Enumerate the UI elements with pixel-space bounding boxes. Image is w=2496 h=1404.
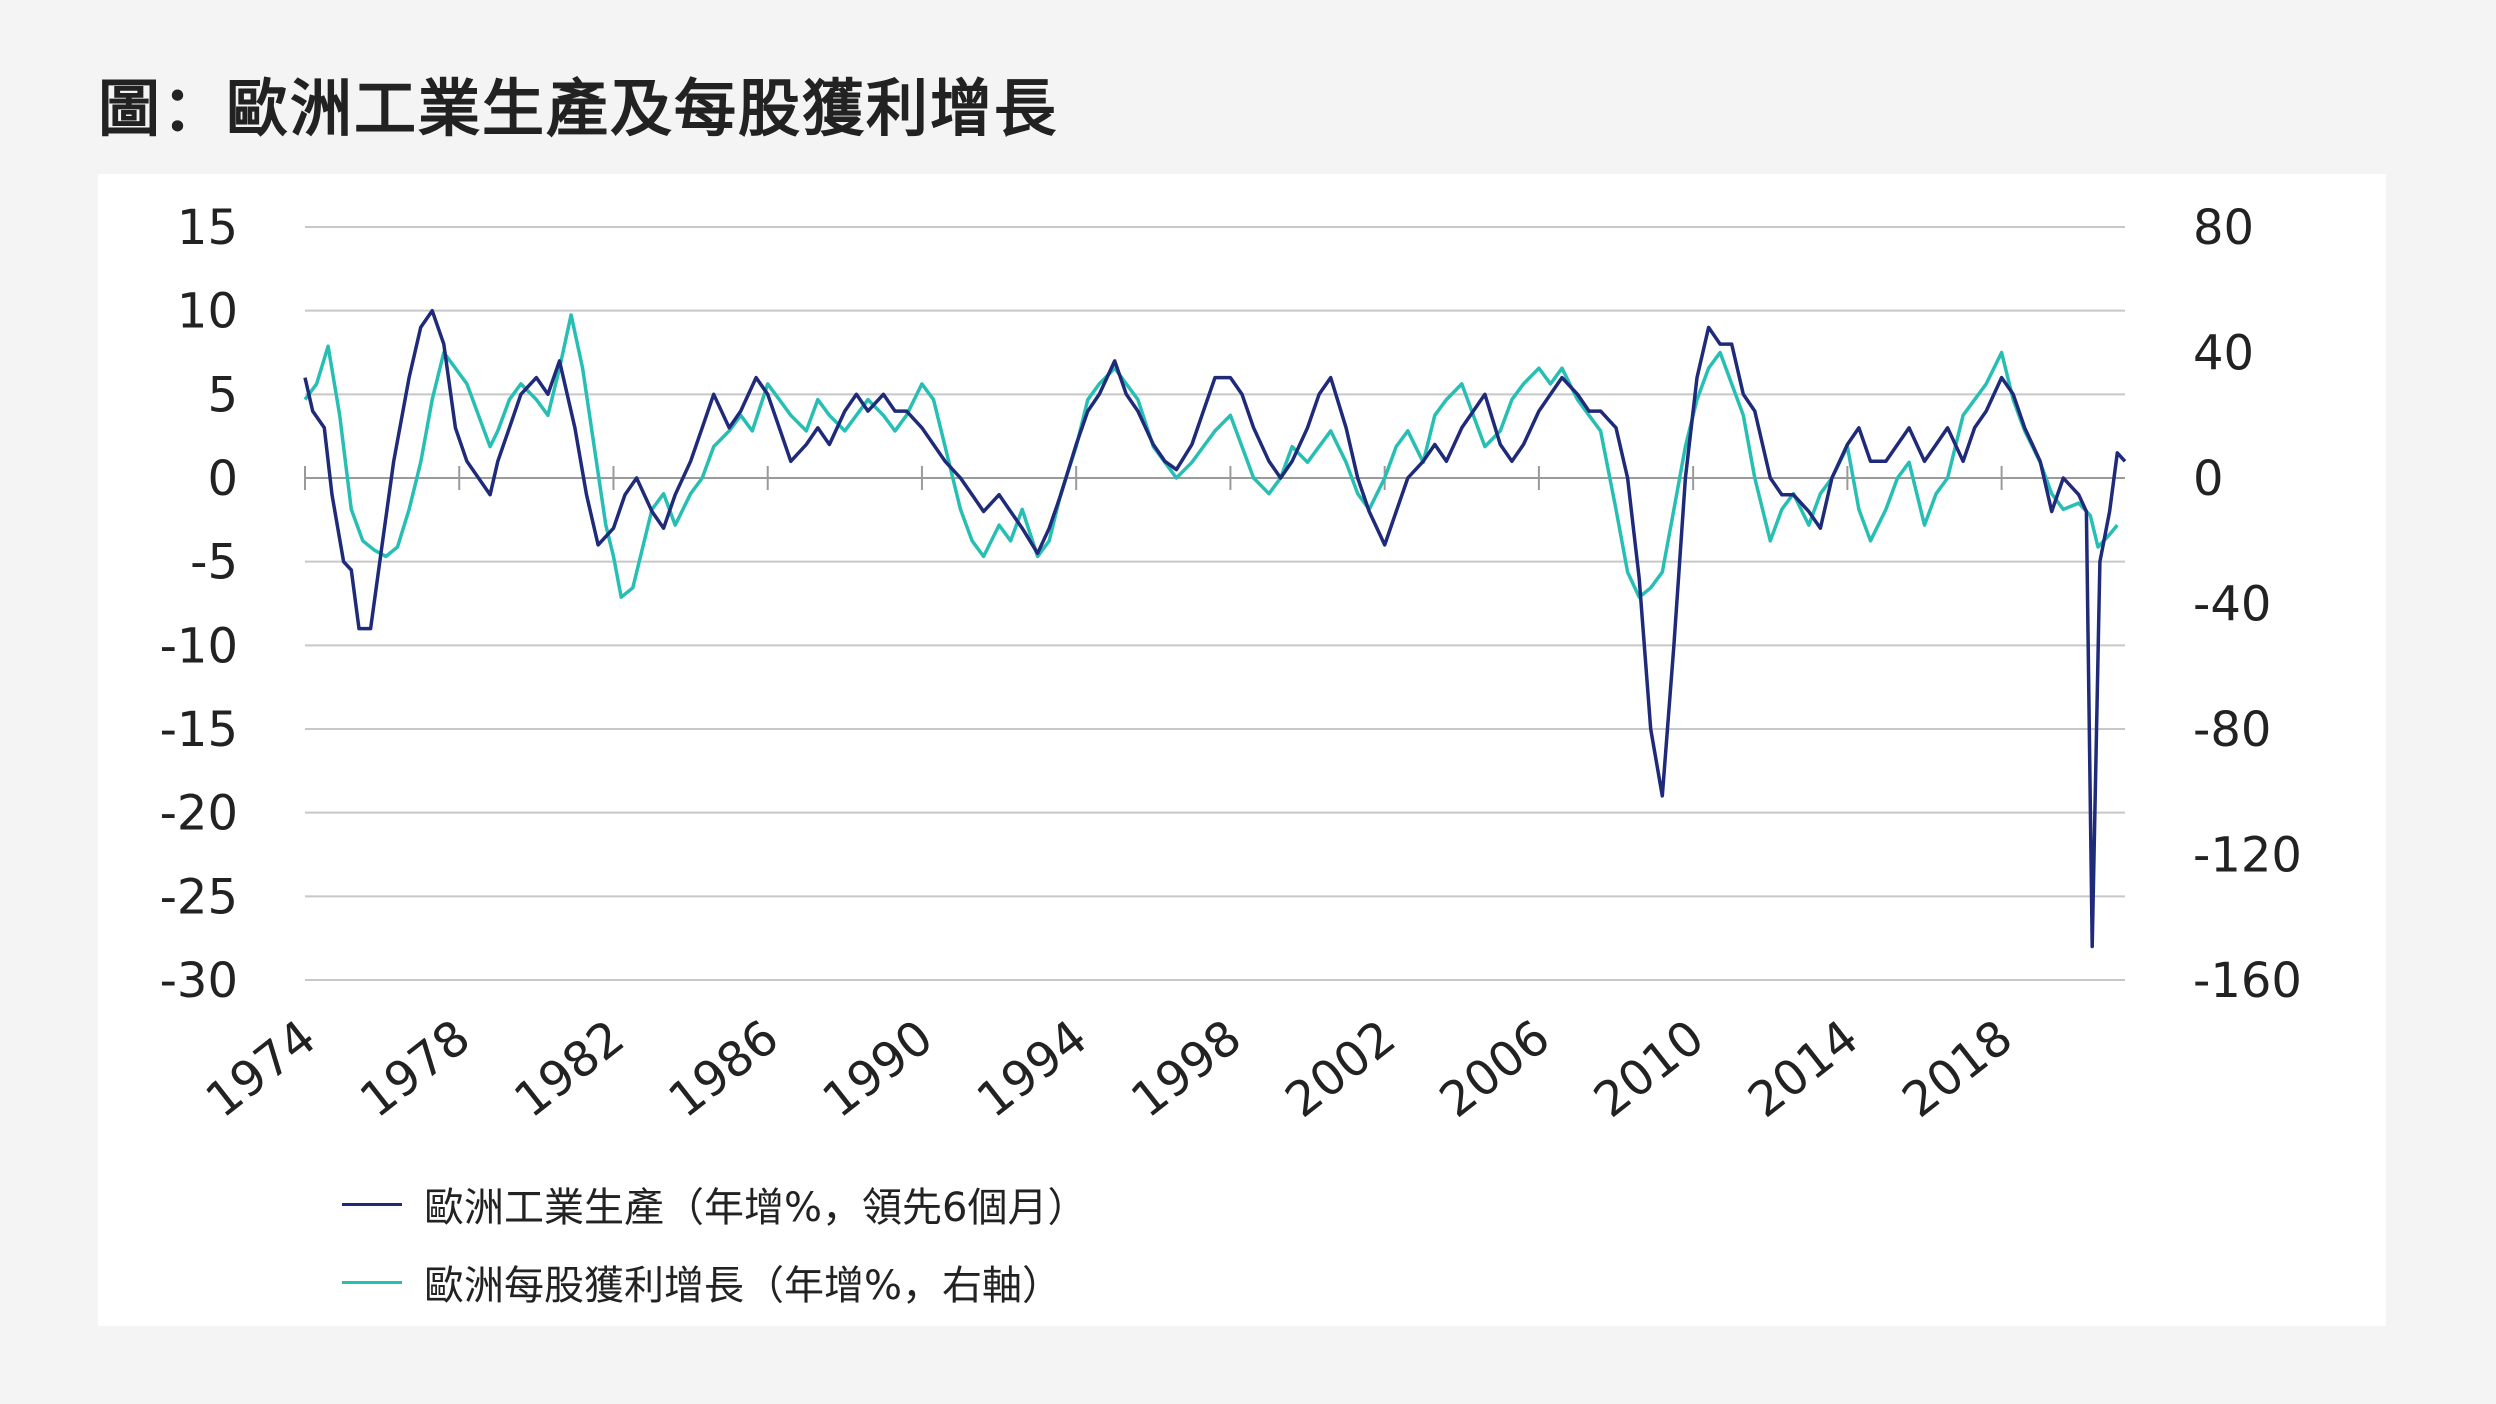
x-tick-label: 1974 — [196, 1009, 327, 1128]
x-tick-label: 1986 — [658, 1009, 789, 1128]
x-tick-label: 2018 — [1892, 1009, 2023, 1128]
series-line-industrial-production — [303, 308, 2127, 949]
line-chart: 15 10 5 0 -5 -10 -15 -20 -25 -30 80 40 0 -40 -80 -120 -1… — [160, 200, 2302, 1129]
y-left-tick-label: -10 — [160, 618, 238, 674]
x-tick-label: 1994 — [967, 1009, 1098, 1128]
y-left-tick-label: 0 — [207, 451, 238, 507]
legend-swatch-eps-growth — [342, 1280, 402, 1284]
series-line-eps-growth — [303, 313, 2119, 599]
page-title: 圖：歐洲工業生產及每股獲利增長 — [98, 72, 1059, 145]
tick-labels: 15 10 5 0 -5 -10 -15 -20 -25 -30 80 40 0 -40 -80 -120 -1… — [160, 200, 2302, 1129]
y-left-tick-label: 15 — [177, 200, 238, 256]
y-left-tick-label: -20 — [160, 786, 238, 842]
y-left-tick-label: -30 — [160, 953, 238, 1009]
y-left-tick-label: -5 — [190, 535, 238, 591]
y-left-tick-label: -25 — [160, 869, 238, 925]
x-tick-label: 2002 — [1275, 1009, 1406, 1128]
legend-label-eps-growth: 歐洲每股獲利增長（年增%，右軸） — [424, 1263, 1063, 1309]
legend-item-industrial-production: 歐洲工業生產（年增%，領先6個月） — [342, 1174, 1087, 1234]
legend-label-industrial-production: 歐洲工業生產（年增%，領先6個月） — [424, 1185, 1088, 1231]
legend-item-eps-growth: 歐洲每股獲利增長（年增%，右軸） — [342, 1252, 1062, 1312]
y-right-tick-label: -40 — [2193, 577, 2271, 633]
y-right-tick-label: 80 — [2193, 200, 2254, 256]
chart-panel: 15 10 5 0 -5 -10 -15 -20 -25 -30 80 40 0 -40 -80 -120 -1… — [98, 174, 2386, 1326]
x-tick-label: 1998 — [1121, 1009, 1252, 1128]
x-tick-label: 1982 — [504, 1009, 635, 1128]
y-left-tick-label: -15 — [160, 702, 238, 758]
x-tick-label: 1978 — [350, 1009, 481, 1128]
y-right-tick-label: -80 — [2193, 702, 2271, 758]
y-left-tick-label: 5 — [207, 367, 238, 423]
x-tick-label: 2010 — [1584, 1009, 1715, 1128]
y-right-tick-label: -160 — [2193, 953, 2302, 1009]
y-left-tick-label: 10 — [177, 284, 238, 340]
y-right-tick-label: 40 — [2193, 326, 2254, 382]
gridlines — [305, 226, 2125, 981]
y-right-tick-label: 0 — [2193, 451, 2224, 507]
legend-swatch-industrial-production — [342, 1202, 402, 1206]
x-tick-label: 1990 — [813, 1009, 944, 1128]
x-tick-label: 2006 — [1430, 1009, 1561, 1128]
y-right-tick-label: -120 — [2193, 828, 2302, 884]
series-lines — [303, 308, 2127, 949]
x-tick-label: 2014 — [1738, 1009, 1869, 1128]
